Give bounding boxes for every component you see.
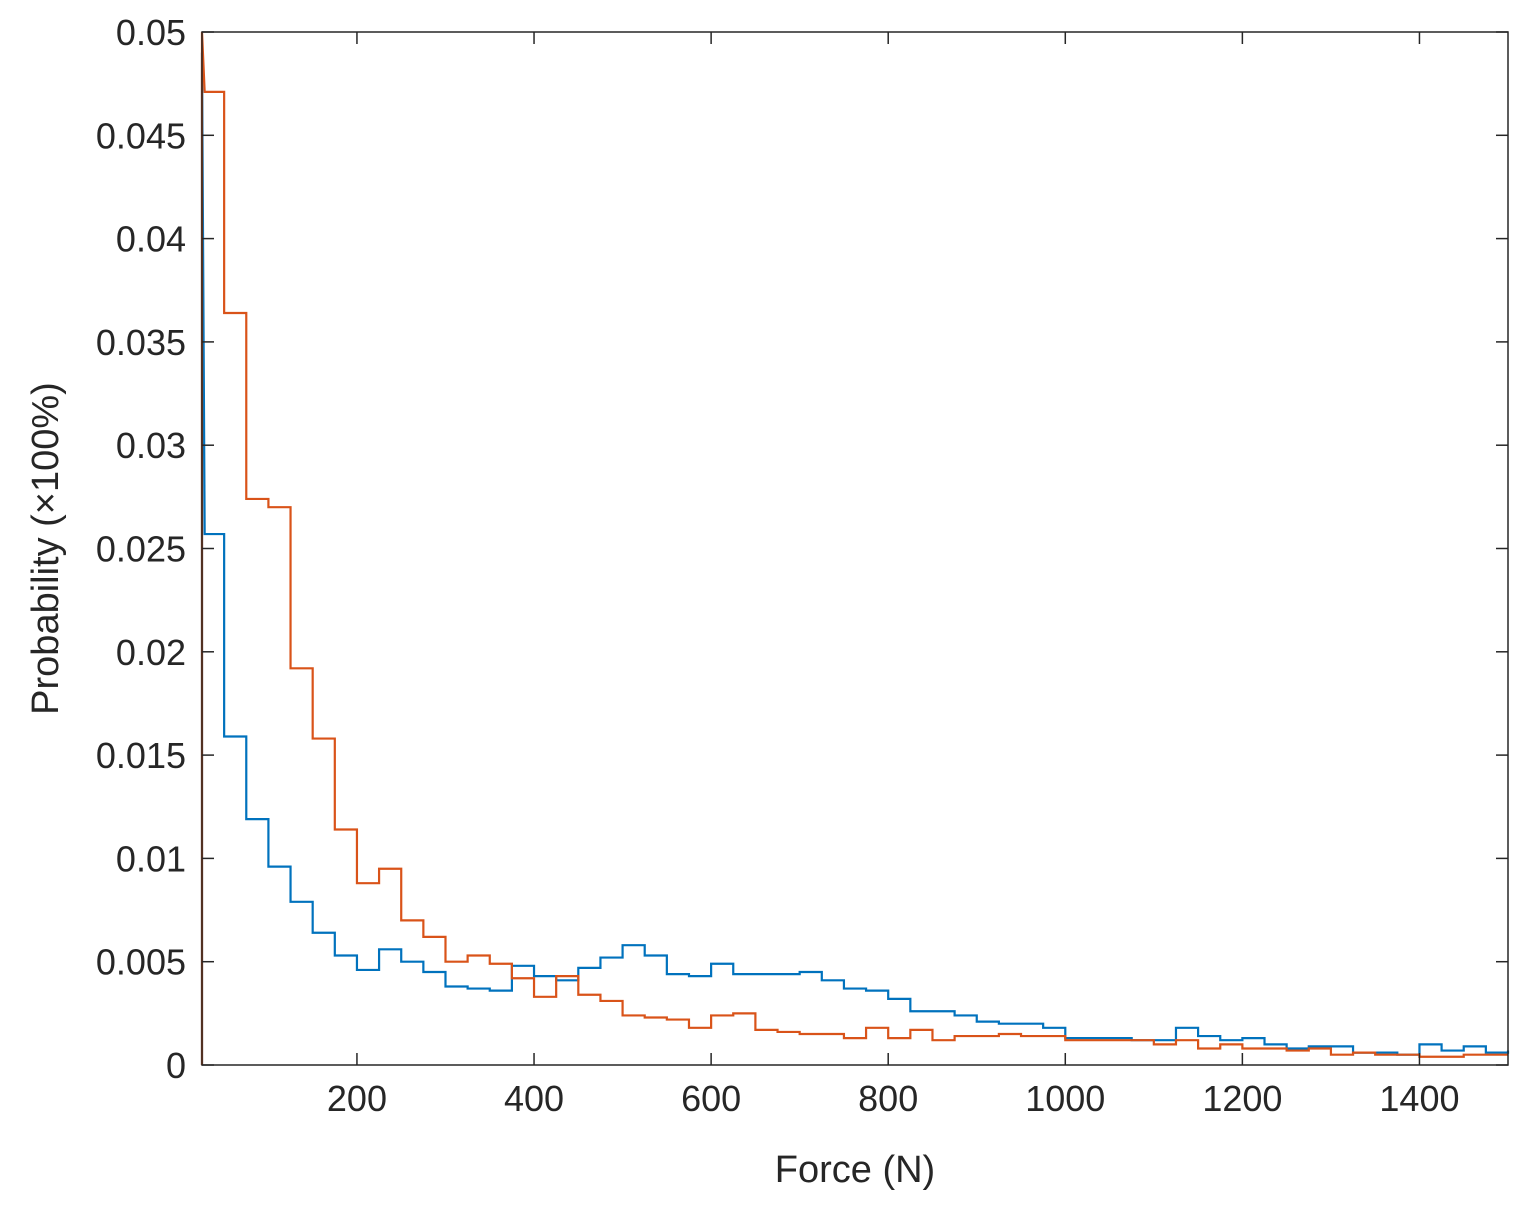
y-tick-label: 0.045 (96, 115, 186, 156)
x-tick-label: 200 (327, 1078, 387, 1119)
y-tick-label: 0.05 (116, 12, 186, 53)
y-tick-label: 0.04 (116, 219, 186, 260)
y-tick-labels: 0 0.005 0.01 0.015 0.02 0.025 0.03 0.035 0.04 0.0… (96, 12, 186, 1086)
x-tick-label: 600 (681, 1078, 741, 1119)
y-axis-label: Probability (×100%) (25, 382, 67, 715)
x-tick-labels: 200 400 600 800 1000 1200 1400 (327, 1078, 1460, 1119)
x-tick-label: 1200 (1202, 1078, 1282, 1119)
x-tick-label: 1400 (1379, 1078, 1459, 1119)
x-tick-label: 400 (504, 1078, 564, 1119)
series-line-2 (200, 31, 1508, 1065)
series-line-1 (200, 52, 1510, 1065)
y-tick-label: 0.01 (116, 838, 186, 879)
y-tick-label: 0.03 (116, 425, 186, 466)
y-tick-label: 0.015 (96, 735, 186, 776)
x-tick-label: 1000 (1025, 1078, 1105, 1119)
y-tick-label: 0.005 (96, 942, 186, 983)
tick-layer (202, 31, 1508, 1066)
y-tick-label: 0.02 (116, 632, 186, 673)
y-tick-label: 0.025 (96, 529, 186, 570)
x-tick-label: 800 (858, 1078, 918, 1119)
series-layer (200, 31, 1510, 1065)
y-tick-label: 0.035 (96, 322, 186, 363)
y-tick-label: 0 (166, 1045, 186, 1086)
x-axis-label: Force (N) (775, 1149, 935, 1191)
